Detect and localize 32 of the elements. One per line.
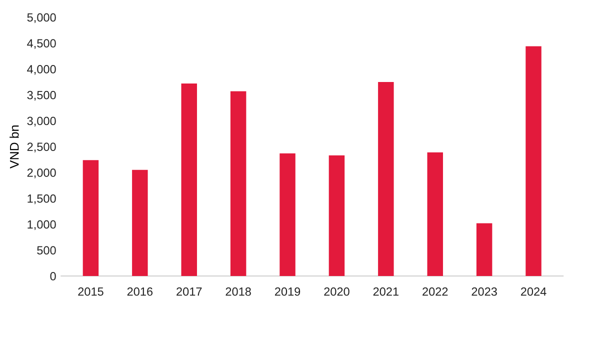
y-tick-label: 5,000 <box>27 13 56 24</box>
x-tick-label: 2023 <box>472 287 497 296</box>
x-tick-label: 2022 <box>422 287 448 296</box>
x-tick-label: 2024 <box>520 287 546 296</box>
bar <box>427 152 443 276</box>
y-tick-label: 1,000 <box>28 220 56 230</box>
y-tick-label: 0 <box>50 272 56 280</box>
y-tick-label: 500 <box>37 246 56 255</box>
x-tick-label: 2017 <box>176 287 202 296</box>
y-tick-label: 3,000 <box>27 116 56 127</box>
y-axis-title: VND bn <box>10 126 19 168</box>
bar <box>476 223 492 276</box>
y-tick-label: 2,000 <box>27 168 56 178</box>
bar <box>328 155 345 276</box>
bar <box>82 160 99 276</box>
y-tick-label: 4,000 <box>27 65 56 75</box>
y-tick-label: 3,500 <box>27 90 56 101</box>
bar <box>132 170 148 276</box>
bar <box>526 46 542 276</box>
x-tick-label: 2020 <box>324 287 350 296</box>
x-tick-label: 2021 <box>373 287 398 296</box>
bar <box>230 91 246 276</box>
bar <box>280 153 296 276</box>
y-tick-label: 1,500 <box>28 194 56 204</box>
x-tick-label: 2018 <box>226 287 251 296</box>
x-tick-label: 2015 <box>78 287 104 296</box>
x-tick-label: 2019 <box>274 287 300 296</box>
bar <box>181 83 197 276</box>
y-tick-label: 4,500 <box>27 39 56 49</box>
bar <box>378 82 394 276</box>
y-tick-label: 2,500 <box>27 142 56 152</box>
x-tick-label: 2016 <box>127 287 153 296</box>
